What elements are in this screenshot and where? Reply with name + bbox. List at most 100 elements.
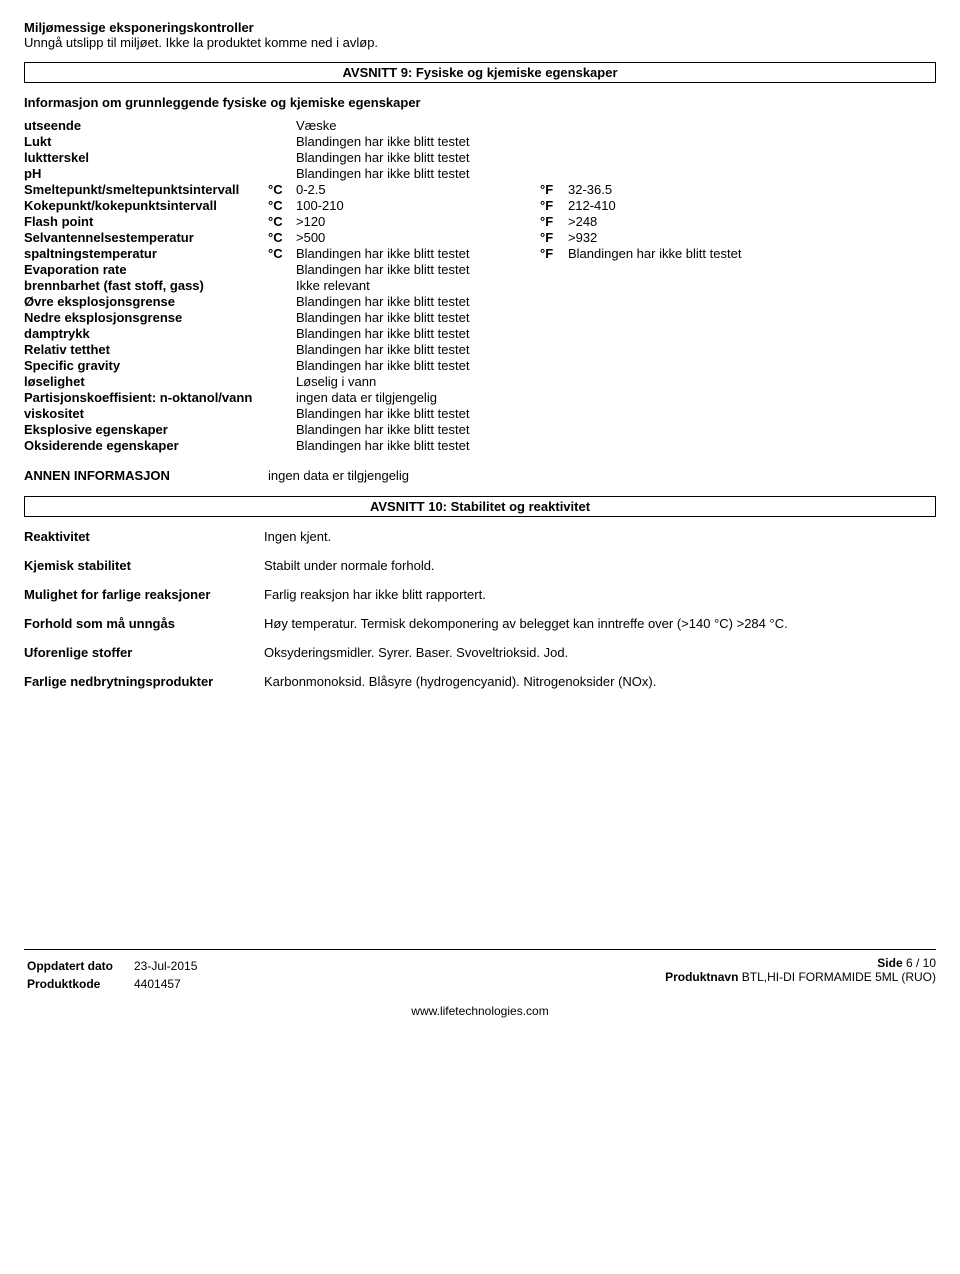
- property-label: Nedre eksplosjonsgrense: [24, 310, 268, 326]
- property-unit-c: [268, 134, 296, 150]
- section10-row: Kjemisk stabilitetStabilt under normale …: [24, 558, 936, 573]
- section-9-subheading: Informasjon om grunnleggende fysiske og …: [24, 95, 936, 110]
- property-value-f: >248: [568, 214, 936, 230]
- property-value-f: [568, 134, 936, 150]
- footer-page-value: 6 / 10: [906, 956, 936, 970]
- property-unit-f: [540, 422, 568, 438]
- property-unit-c: [268, 310, 296, 326]
- section10-key: Forhold som må unngås: [24, 616, 264, 631]
- property-row: Oksiderende egenskaperBlandingen har ikk…: [24, 438, 936, 454]
- property-value-c: Blandingen har ikke blitt testet: [296, 406, 540, 422]
- property-value-c: Blandingen har ikke blitt testet: [296, 294, 540, 310]
- section10-key: Reaktivitet: [24, 529, 264, 544]
- section10-value: Farlig reaksjon har ikke blitt rapporter…: [264, 587, 936, 602]
- property-row: LuktBlandingen har ikke blitt testet: [24, 134, 936, 150]
- property-label: brennbarhet (fast stoff, gass): [24, 278, 268, 294]
- property-value-c: Blandingen har ikke blitt testet: [296, 246, 540, 262]
- section10-row: Mulighet for farlige reaksjonerFarlig re…: [24, 587, 936, 602]
- property-unit-f: [540, 278, 568, 294]
- env-heading: Miljømessige eksponeringskontroller: [24, 20, 936, 35]
- property-label: pH: [24, 166, 268, 182]
- property-unit-f: °F: [540, 198, 568, 214]
- property-row: Specific gravityBlandingen har ikke blit…: [24, 358, 936, 374]
- property-unit-f: [540, 150, 568, 166]
- section10-row: Uforenlige stofferOksyderingsmidler. Syr…: [24, 645, 936, 660]
- property-row: Flash point°C>120°F>248: [24, 214, 936, 230]
- property-label: Kokepunkt/kokepunktsintervall: [24, 198, 268, 214]
- footer-updated-value: 23-Jul-2015: [133, 958, 215, 974]
- property-value-f: [568, 326, 936, 342]
- property-label: luktterskel: [24, 150, 268, 166]
- property-row: Smeltepunkt/smeltepunktsintervall°C0-2.5…: [24, 182, 936, 198]
- property-row: Relativ tetthetBlandingen har ikke blitt…: [24, 342, 936, 358]
- section-10-header: AVSNITT 10: Stabilitet og reaktivitet: [24, 496, 936, 517]
- property-value-c: Blandingen har ikke blitt testet: [296, 150, 540, 166]
- footer-updated-label: Oppdatert dato: [26, 958, 131, 974]
- other-info-label: ANNEN INFORMASJON: [24, 468, 268, 484]
- property-value-c: Væske: [296, 118, 540, 134]
- property-unit-c: [268, 406, 296, 422]
- property-unit-f: °F: [540, 214, 568, 230]
- property-label: damptrykk: [24, 326, 268, 342]
- section10-row: Farlige nedbrytningsprodukterKarbonmonok…: [24, 674, 936, 689]
- property-value-f: >932: [568, 230, 936, 246]
- property-value-f: [568, 278, 936, 294]
- section10-value: Oksyderingsmidler. Syrer. Baser. Svovelt…: [264, 645, 936, 660]
- property-row: Øvre eksplosjonsgrenseBlandingen har ikk…: [24, 294, 936, 310]
- property-value-f: [568, 358, 936, 374]
- property-row: Kokepunkt/kokepunktsintervall°C100-210°F…: [24, 198, 936, 214]
- property-unit-c: [268, 438, 296, 454]
- property-unit-f: [540, 134, 568, 150]
- footer-name-label: Produktnavn: [665, 970, 738, 984]
- property-row: Selvantennelsestemperatur°C>500°F>932: [24, 230, 936, 246]
- property-unit-f: [540, 294, 568, 310]
- property-value-f: [568, 166, 936, 182]
- property-unit-f: [540, 326, 568, 342]
- property-unit-c: [268, 342, 296, 358]
- property-label: Evaporation rate: [24, 262, 268, 278]
- property-row: løselighet Løselig i vann: [24, 374, 936, 390]
- property-value-f: 32-36.5: [568, 182, 936, 198]
- property-unit-c: [268, 262, 296, 278]
- property-unit-c: [268, 150, 296, 166]
- property-value-f: 212-410: [568, 198, 936, 214]
- property-label: Relativ tetthet: [24, 342, 268, 358]
- property-unit-f: [540, 438, 568, 454]
- footer-page-label: Side: [877, 956, 902, 970]
- property-label: løselighet: [24, 374, 268, 390]
- footer-rule: [24, 949, 936, 950]
- property-value-c: Løselig i vann: [296, 374, 540, 390]
- property-row: spaltningstemperatur°CBlandingen har ikk…: [24, 246, 936, 262]
- property-unit-c: [268, 118, 296, 134]
- section10-key: Mulighet for farlige reaksjoner: [24, 587, 264, 602]
- property-row: pHBlandingen har ikke blitt testet: [24, 166, 936, 182]
- property-value-f: [568, 150, 936, 166]
- property-unit-c: [268, 422, 296, 438]
- section10-value: Høy temperatur. Termisk dekomponering av…: [264, 616, 936, 631]
- footer-code-label: Produktkode: [26, 976, 131, 992]
- property-label: Partisjonskoeffisient: n-oktanol/vann: [24, 390, 268, 406]
- property-row: Nedre eksplosjonsgrense Blandingen har ik…: [24, 310, 936, 326]
- property-label: Lukt: [24, 134, 268, 150]
- property-unit-f: [540, 166, 568, 182]
- section10-key: Farlige nedbrytningsprodukter: [24, 674, 264, 689]
- property-value-c: Blandingen har ikke blitt testet: [296, 422, 540, 438]
- property-unit-f: [540, 262, 568, 278]
- property-unit-c: °C: [268, 198, 296, 214]
- property-row: luktterskel Blandingen har ikke blitt tes…: [24, 150, 936, 166]
- section10-row: Forhold som må unngåsHøy temperatur. Ter…: [24, 616, 936, 631]
- property-unit-f: [540, 118, 568, 134]
- property-row: utseendeVæske: [24, 118, 936, 134]
- property-unit-c: [268, 374, 296, 390]
- property-value-c: Blandingen har ikke blitt testet: [296, 310, 540, 326]
- footer-url: www.lifetechnologies.com: [24, 1004, 936, 1018]
- property-row: brennbarhet (fast stoff, gass)Ikke relev…: [24, 278, 936, 294]
- property-value-f: [568, 310, 936, 326]
- property-label: viskositet: [24, 406, 268, 422]
- property-label: Flash point: [24, 214, 268, 230]
- property-row: damptrykkBlandingen har ikke blitt teste…: [24, 326, 936, 342]
- property-label: Oksiderende egenskaper: [24, 438, 268, 454]
- property-unit-c: °C: [268, 214, 296, 230]
- env-text: Unngå utslipp til miljøet. Ikke la produ…: [24, 35, 936, 50]
- property-unit-c: [268, 278, 296, 294]
